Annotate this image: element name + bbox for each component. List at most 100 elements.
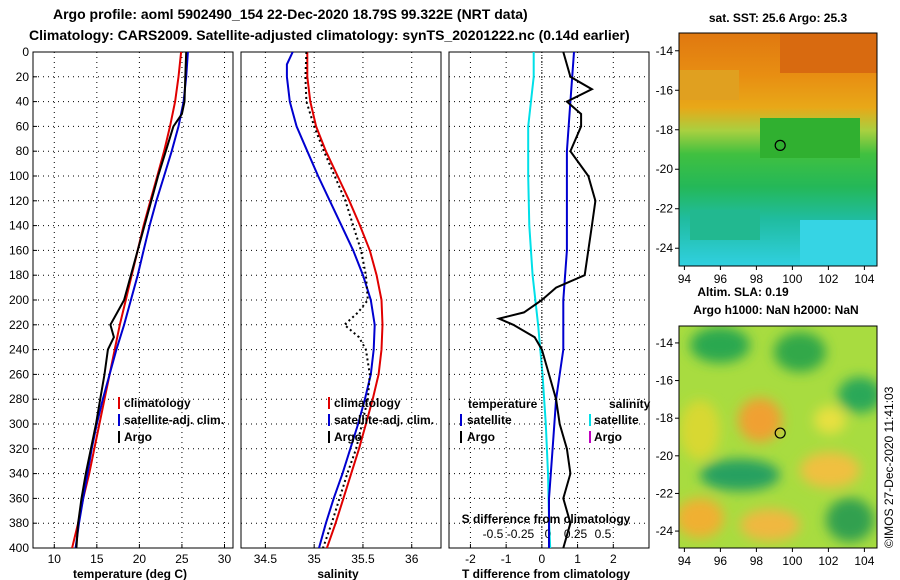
x-tick-label: 30 <box>218 552 232 566</box>
salinity-xlabel: salinity <box>317 567 359 580</box>
s-difference-xlabel: S difference from climatology <box>462 512 631 526</box>
y-tick-label: 0 <box>22 45 29 59</box>
sla-map-axes: 94 96 98 100 102 104 -14 -16 -18 -20 -22 -24 <box>656 336 875 568</box>
sst-map-axes: 94 96 98 100 102 104 -14 -16 -18 -20 -22 -24 <box>656 44 875 286</box>
sla-blob <box>690 327 750 363</box>
y-tick-label: 20 <box>16 70 30 84</box>
temperature-xlabel: temperature (deg C) <box>73 567 187 580</box>
map-y-tick-label: -18 <box>656 411 674 425</box>
x-tick-label: 2 <box>610 552 617 566</box>
x-tick-label: 34.5 <box>254 552 278 566</box>
sst-mid-patch <box>679 70 739 100</box>
legend-label-s-argo: Argo <box>594 430 622 444</box>
y-tick-label: 300 <box>9 417 29 431</box>
legend-label-climatology: climatology <box>334 396 401 410</box>
sst-green-patch <box>760 118 860 158</box>
sla-map-frame <box>678 325 878 549</box>
sst-teal-patch <box>690 210 760 240</box>
sst-warm-patch <box>780 33 877 73</box>
imos-timestamp: ©IMOS 27-Dec-2020 11:41:03 <box>882 386 896 548</box>
sla-blob <box>700 459 780 491</box>
sla-map-title-line1: Altim. SLA: 0.19 <box>697 285 789 299</box>
sst-cyan-patch <box>800 220 877 266</box>
x-tick-label: -1 <box>501 552 512 566</box>
map-y-tick-label: -14 <box>656 44 674 58</box>
y-tick-label: 120 <box>9 194 29 208</box>
sla-map <box>679 326 877 548</box>
map-x-tick-label: 98 <box>750 554 764 568</box>
y-tick-label: 320 <box>9 442 29 456</box>
t-difference-xlabel: T difference from climatology <box>462 567 630 580</box>
y-tick-label: 60 <box>16 119 30 133</box>
map-y-tick-label: -20 <box>656 162 674 176</box>
legend-label-climatology: climatology <box>124 396 191 410</box>
legend-label-argo: Argo <box>334 430 362 444</box>
map-y-tick-label: -16 <box>656 83 674 97</box>
x-tick-label: 0 <box>539 552 546 566</box>
series-line-t-argo <box>495 52 597 548</box>
sla-profile-marker <box>774 427 786 439</box>
series-line-s-satellite <box>527 52 552 548</box>
temperature-grid <box>33 52 233 548</box>
map-x-tick-label: 102 <box>818 554 838 568</box>
sla-blob <box>740 509 800 541</box>
map-y-tick-label: -22 <box>656 202 674 216</box>
y-tick-label: 280 <box>9 392 29 406</box>
x-tick-label: 36 <box>405 552 419 566</box>
sla-blob <box>738 398 782 442</box>
y-tick-label: 360 <box>9 491 29 505</box>
y-tick-label: 400 <box>9 541 29 555</box>
series-line-climatology <box>306 52 384 548</box>
legend-label-satellite: satellite-adj. clim. <box>124 413 224 427</box>
y-tick-label: 240 <box>9 343 29 357</box>
map-y-tick-label: -20 <box>656 449 674 463</box>
salinity-lines <box>285 52 384 548</box>
sst-map-title: sat. SST: 25.6 Argo: 25.3 <box>709 11 848 25</box>
salinity-grid <box>241 52 441 548</box>
s-tick-label: 0.5 <box>595 527 612 541</box>
t-difference-axis: -2 -1 0 1 2 <box>465 544 617 566</box>
sst-map-frame <box>678 32 878 267</box>
y-tick-label: 40 <box>16 95 30 109</box>
temperature-axis: 10 15 20 25 30 <box>48 544 232 566</box>
sla-blob <box>800 452 860 488</box>
profile-location-marker <box>774 427 786 439</box>
y-tick-label: 80 <box>16 144 30 158</box>
sla-blob <box>838 377 877 413</box>
map-x-tick-label: 102 <box>818 272 838 286</box>
x-tick-label: 25 <box>175 552 189 566</box>
map-y-tick-label: -16 <box>656 374 674 388</box>
series-line-climatology <box>71 52 183 548</box>
x-tick-label: 20 <box>133 552 147 566</box>
y-tick-label: 220 <box>9 318 29 332</box>
y-tick-label: 260 <box>9 367 29 381</box>
sla-blob <box>680 400 720 460</box>
map-y-tick-label: -18 <box>656 123 674 137</box>
figure-title-line2: Climatology: CARS2009. Satellite-adjuste… <box>29 27 630 43</box>
y-tick-label: 100 <box>9 169 29 183</box>
sla-map-title-line2: Argo h1000: NaN h2000: NaN <box>693 303 858 317</box>
s-tick-label: -0.25 <box>507 527 535 541</box>
s-tick-label: -0.5 <box>483 527 504 541</box>
map-x-tick-label: 98 <box>750 272 764 286</box>
map-x-tick-label: 100 <box>782 554 802 568</box>
x-tick-label: 35 <box>307 552 321 566</box>
sst-map <box>679 33 877 266</box>
temperature-lines <box>71 52 189 548</box>
sla-blob <box>679 498 724 538</box>
difference-legend-salinity: salinity satellite Argo <box>589 397 651 444</box>
series-line-satellite-adj-clim- <box>74 52 189 548</box>
sla-blob <box>826 498 874 542</box>
map-x-tick-label: 94 <box>678 554 692 568</box>
map-x-tick-label: 104 <box>854 272 874 286</box>
s-tick-label: 0.25 <box>564 527 588 541</box>
legend-label-t-satellite: satellite <box>467 413 512 427</box>
map-x-tick-label: 104 <box>854 554 874 568</box>
map-x-tick-label: 96 <box>714 272 728 286</box>
x-tick-label: 15 <box>90 552 104 566</box>
sst-profile-marker <box>774 139 786 151</box>
y-tick-label: 180 <box>9 268 29 282</box>
map-x-tick-label: 94 <box>678 272 692 286</box>
map-y-tick-label: -22 <box>656 486 674 500</box>
salinity-legend: climatology satellite-adj. clim. Argo <box>328 396 434 444</box>
